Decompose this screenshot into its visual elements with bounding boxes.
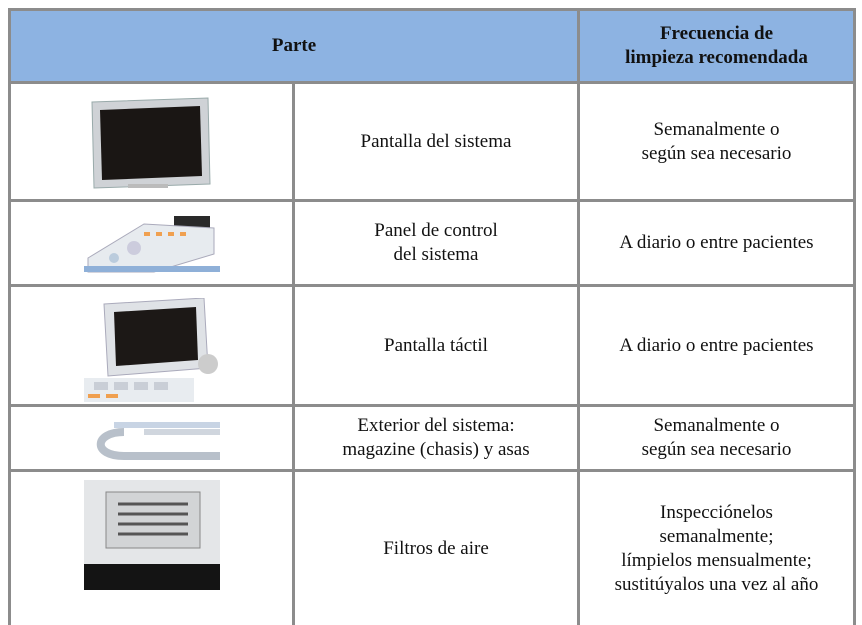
- frequency-cell: A diario o entre pacientes: [580, 287, 853, 404]
- filter-image: [84, 480, 220, 590]
- cell-text: magazine (chasis) y asas: [342, 439, 530, 460]
- cell-text: semanalmente;: [659, 525, 774, 547]
- cell-text: Filtros de aire: [383, 537, 489, 559]
- cell-text: Exterior del sistema:: [357, 415, 515, 436]
- border: [8, 8, 11, 625]
- cell-text: Semanalmente o: [653, 415, 780, 436]
- border: [8, 284, 856, 287]
- border: [292, 81, 295, 625]
- part-cell: Filtros de aire: [295, 472, 577, 625]
- border: [577, 8, 580, 625]
- frequency-cell: Inspecciónelos semanalmente; límpielos men…: [580, 472, 853, 625]
- header-text: limpieza recomendada: [625, 47, 808, 68]
- cell-text: Inspecciónelos: [660, 501, 773, 523]
- header-frequency: Frecuencia de limpieza recomendada: [580, 10, 853, 82]
- handle-image: [96, 422, 220, 460]
- cell-text: Panel de control: [374, 220, 498, 241]
- frequency-cell: A diario o entre pacientes: [580, 202, 853, 284]
- cell-text: del sistema: [393, 244, 479, 265]
- cell-text: A diario o entre pacientes: [619, 334, 814, 356]
- cell-text: Pantalla del sistema: [360, 130, 512, 152]
- cell-text: Pantalla táctil: [384, 334, 488, 356]
- border: [8, 8, 856, 11]
- cell-text: límpielos mensualmente;: [621, 549, 812, 571]
- frequency-cell: Semanalmente o según sea necesario: [580, 84, 853, 199]
- border: [8, 469, 856, 472]
- touchscreen-image: [84, 298, 218, 402]
- part-cell: Panel de control del sistema: [295, 202, 577, 284]
- panel-image: [84, 216, 220, 273]
- border: [8, 404, 856, 407]
- cell-text: según sea necesario: [641, 142, 792, 164]
- header-part: Parte: [10, 10, 578, 82]
- cell-text: A diario o entre pacientes: [619, 232, 814, 253]
- part-cell: Exterior del sistema: magazine (chasis) y…: [295, 407, 577, 469]
- border: [853, 8, 856, 625]
- header-text: Parte: [271, 35, 317, 56]
- border: [8, 199, 856, 202]
- border: [8, 81, 856, 84]
- header-text: Frecuencia de: [659, 23, 774, 44]
- part-cell: Pantalla del sistema: [295, 84, 577, 199]
- monitor-image: [91, 97, 211, 189]
- cell-text: Semanalmente o: [653, 118, 780, 140]
- cell-text: según sea necesario: [641, 439, 792, 460]
- part-cell: Pantalla táctil: [295, 287, 577, 404]
- cell-text: sustitúyalos una vez al año: [614, 573, 819, 595]
- frequency-cell: Semanalmente o según sea necesario: [580, 407, 853, 469]
